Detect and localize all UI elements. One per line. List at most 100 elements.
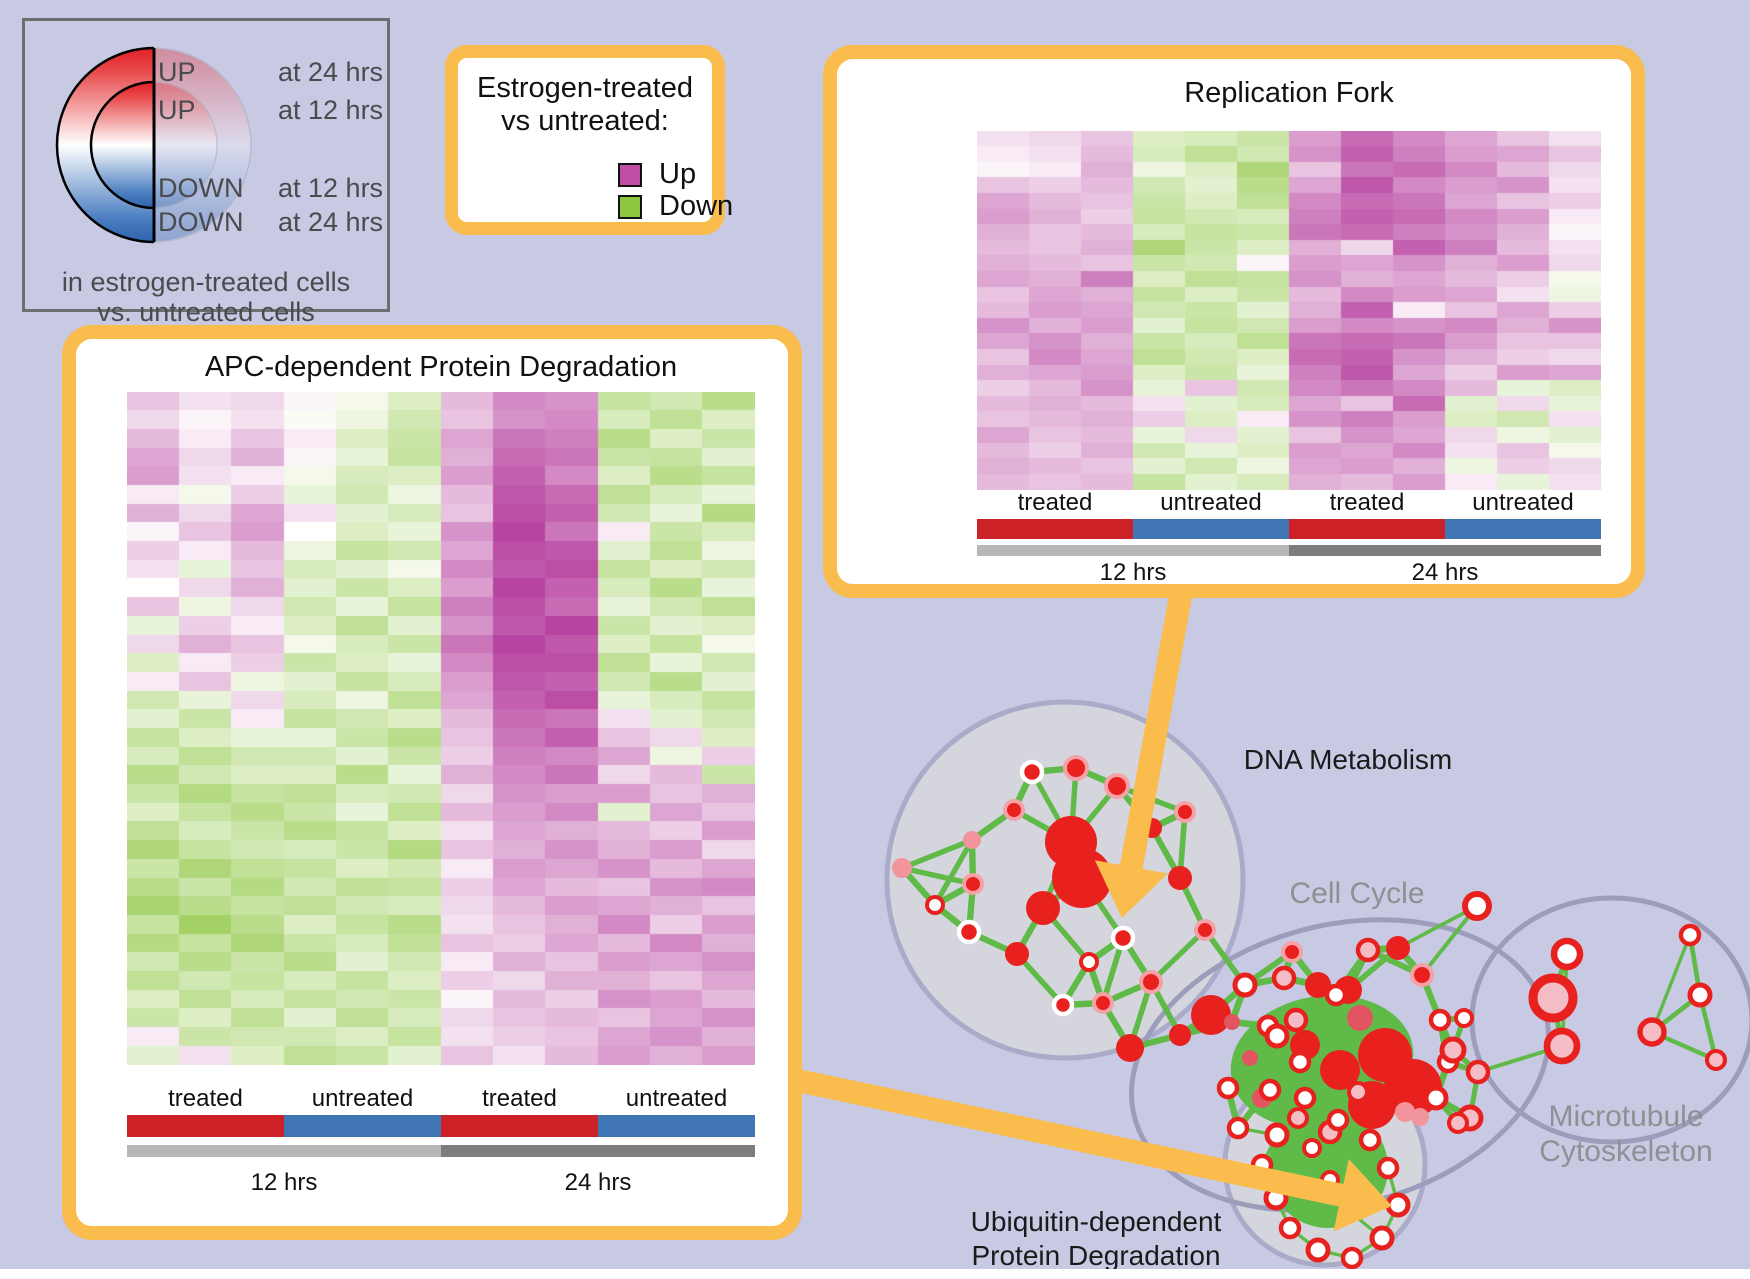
network-node-ub-75 [1340, 1246, 1364, 1270]
network-edge [932, 837, 975, 908]
ring-legend-up24-time: at 24 hrs [278, 57, 384, 87]
network-node-mt-56 [1550, 937, 1584, 971]
network-node-dna-4 [963, 831, 981, 849]
network-node-ub-76 [1369, 1225, 1395, 1251]
apc-heatmap-panel: APC-dependent Protein Degradation treate… [62, 325, 802, 1240]
ring-legend-up24-side: UP [158, 57, 196, 87]
network-node-mt-66 [1411, 1108, 1429, 1126]
network-node-dna-10 [962, 873, 984, 895]
network-node-dna-20 [1116, 1034, 1144, 1062]
rf-group-label-0: treated [1017, 489, 1093, 516]
apc-condition-labels: treated untreated treated untreated [127, 1085, 755, 1113]
network-node-cc-31 [1224, 1014, 1240, 1030]
network-node-ub-84 [1293, 1086, 1317, 1110]
network-node-cc-48 [1410, 963, 1434, 987]
network-node-cc-49 [1428, 1008, 1452, 1032]
network-node-ub-81 [1302, 1138, 1322, 1158]
ring-legend-up12-time: at 12 hrs [278, 95, 384, 125]
network-node-mt-65 [1465, 1059, 1491, 1085]
apc-group-label-3: untreated [625, 1085, 728, 1112]
network-node-dna-0 [1019, 759, 1045, 785]
network-node-cc-47 [1355, 937, 1381, 963]
network-label-cytoskeleton: Cytoskeleton [1539, 1135, 1713, 1168]
rf-treated-bar-2 [1289, 519, 1445, 539]
network-node-ub-80 [1326, 1108, 1350, 1132]
network-node-mt-68 [1395, 1102, 1415, 1122]
updown-legend-title: Estrogen-treated vs untreated: [458, 72, 712, 138]
ring-legend-down12-side: DOWN [158, 173, 244, 203]
apc-untreated-bar-3 [598, 1115, 755, 1137]
apc-panel-title: APC-dependent Protein Degradation [204, 351, 678, 383]
network-node-dna-9 [1026, 891, 1060, 925]
network-node-cc-33 [1283, 1007, 1309, 1033]
apc-group-label-0: treated [168, 1085, 243, 1112]
network-node-dna-1 [1063, 755, 1089, 781]
network-node-cc-35 [1216, 1076, 1240, 1100]
apc-heatmap [127, 392, 755, 1065]
apc-treated-bar-0 [127, 1115, 284, 1137]
network-node-mt-61 [1637, 1017, 1667, 1047]
network-node-ub-69 [1258, 1078, 1282, 1102]
network-node-dna-14 [1174, 801, 1196, 823]
apc-condition-bar [127, 1115, 755, 1137]
network-node-cc-51 [1423, 1085, 1449, 1111]
ring-legend-box: UP at 24 hrs UP at 12 hrs DOWN at 12 hrs… [22, 18, 390, 327]
rf-group-label-2: treated [1329, 489, 1405, 516]
updown-legend-title-line1: Estrogen-treated [476, 72, 693, 104]
network-node-cc-25 [1232, 972, 1258, 998]
network-edge [899, 865, 976, 887]
ring-legend-down24-side: DOWN [158, 207, 244, 237]
network-node-cc-54 [1288, 1050, 1312, 1074]
network-node-dna-16 [1079, 952, 1099, 972]
apc-treated-bar-2 [441, 1115, 598, 1137]
arrow-replication-fork-to-dna-shaft [1119, 585, 1194, 869]
network-node-ub-73 [1278, 1216, 1302, 1240]
network-node-ub-78 [1376, 1156, 1400, 1180]
network-label-ubiquitin-dependent: Ubiquitin-dependent [970, 1206, 1222, 1237]
network-node-mt-67 [1446, 1111, 1470, 1135]
up-color-swatch [618, 162, 642, 187]
apc-timespan-label-0: 12 hrs [250, 1169, 318, 1196]
network-node-dna-11 [956, 919, 982, 945]
network-node-dna-6 [925, 895, 945, 915]
down-label: Down [659, 190, 734, 222]
rf-group-label-1: untreated [1160, 489, 1262, 516]
down-color-swatch [618, 194, 642, 219]
ring-legend-caption-line1: in estrogen-treated cells [61, 267, 351, 297]
network-node-dna-3 [1003, 799, 1025, 821]
network-node-mt-57 [1528, 973, 1578, 1023]
arrow-apc-to-ubiquitin-head [1333, 1159, 1392, 1232]
network-label-protein-degradation: Protein Degradation [971, 1240, 1221, 1271]
rf-timespan-bar-0 [977, 545, 1289, 556]
rf-treated-bar-0 [977, 519, 1133, 539]
rf-untreated-bar-1 [1133, 519, 1289, 539]
network-node-dna-22 [1194, 919, 1216, 941]
network-node-cc-41 [1320, 1050, 1360, 1090]
network-node-mt-62 [1678, 923, 1702, 947]
updown-legend-box: Estrogen-treated vs untreated: Up Down [445, 45, 733, 235]
updown-legend-title-line2: vs untreated: [501, 105, 669, 137]
network-node-cc-34 [1242, 1050, 1258, 1066]
network-node-dna-18 [1051, 993, 1075, 1017]
rf-timespan-bar-1 [1289, 545, 1601, 556]
network-node-dna-17 [1139, 970, 1163, 994]
rf-group-label-3: untreated [1472, 489, 1574, 516]
network-node-mt-63 [1687, 982, 1713, 1008]
network-edge [1148, 927, 1208, 985]
rf-condition-bar [977, 519, 1601, 539]
network-node-cc-37 [1226, 1116, 1250, 1140]
apc-group-label-1: untreated [311, 1085, 414, 1112]
network-node-mt-60 [1543, 1027, 1581, 1065]
network-label-dna-metabolism: DNA Metabolism [1243, 744, 1453, 775]
network-node-dna-12 [1005, 942, 1029, 966]
network-node-ub-70 [1264, 1122, 1290, 1148]
network-node-dna-15 [1110, 925, 1136, 951]
rf-untreated-bar-3 [1445, 519, 1601, 539]
apc-timespan-bar-1 [441, 1145, 755, 1157]
network-node-cc-46 [1386, 936, 1410, 960]
network-node-cc-30 [1324, 983, 1348, 1007]
rf-time-bar [977, 545, 1601, 556]
network-label-microtubule: Microtubule [1548, 1100, 1704, 1133]
